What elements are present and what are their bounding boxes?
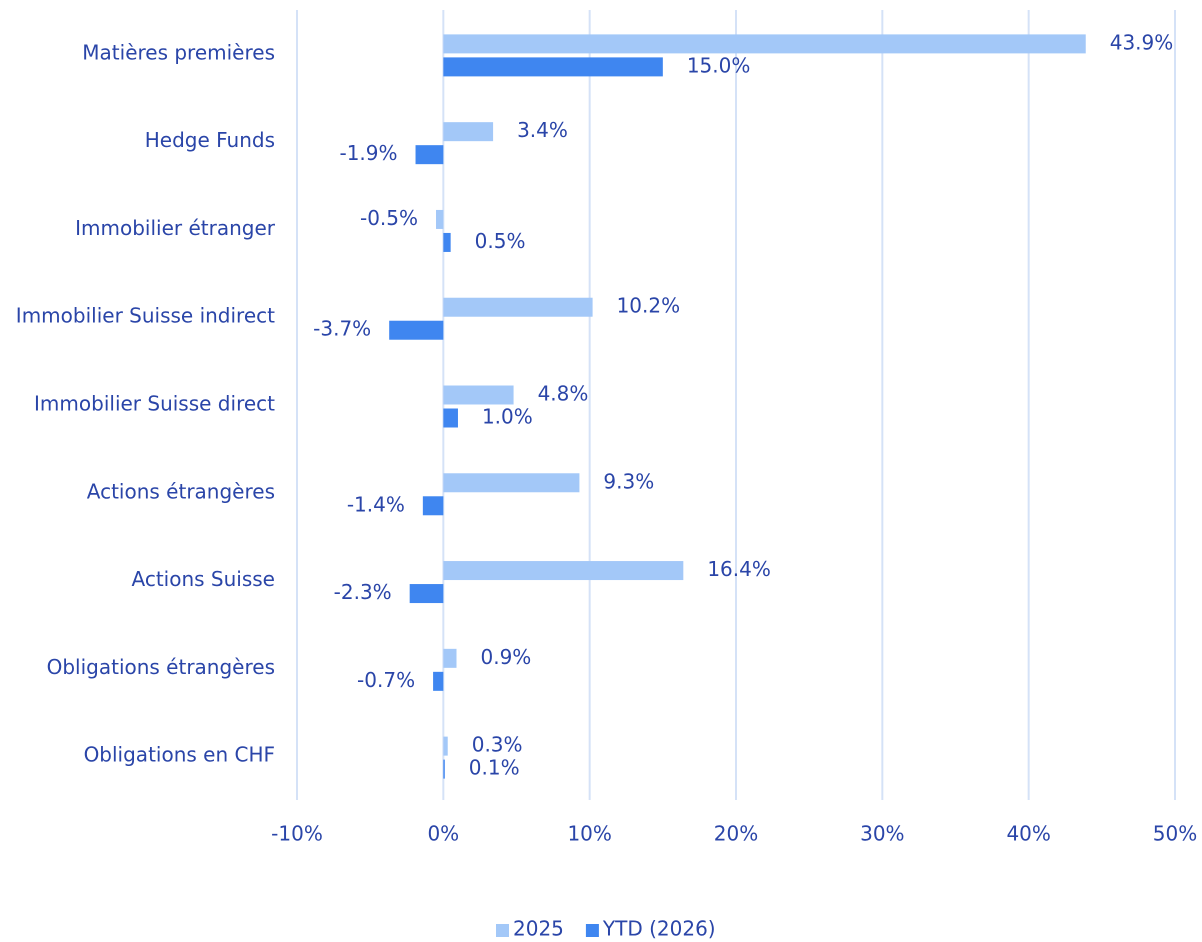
x-tick-label: 10% xyxy=(567,822,611,846)
bar xyxy=(443,648,457,668)
x-tick-label: 20% xyxy=(714,822,758,846)
x-tick-label: 40% xyxy=(1006,822,1050,846)
bar xyxy=(443,232,451,252)
legend-swatch xyxy=(585,924,599,937)
category-label: Obligations étrangères xyxy=(47,655,275,679)
x-tick-label: 0% xyxy=(427,822,459,846)
value-label: 3.4% xyxy=(517,118,568,142)
category-label: Immobilier étranger xyxy=(75,216,276,240)
category-label: Matières premières xyxy=(82,40,275,64)
x-tick-label: -10% xyxy=(271,822,323,846)
bar xyxy=(389,320,444,340)
bar xyxy=(443,297,593,317)
bar xyxy=(409,584,444,604)
legend-swatch xyxy=(496,924,509,937)
value-label: 16.4% xyxy=(707,557,771,581)
value-label: 43.9% xyxy=(1110,30,1174,54)
category-label: Actions étrangères xyxy=(87,479,275,503)
legend-label: YTD (2026) xyxy=(602,917,716,941)
category-label: Immobilier Suisse direct xyxy=(34,392,275,416)
bar xyxy=(443,34,1086,54)
x-tick-label: 30% xyxy=(860,822,904,846)
value-label: -1.4% xyxy=(347,492,405,516)
value-label: -1.9% xyxy=(339,141,397,165)
bar xyxy=(443,473,580,493)
bar xyxy=(443,385,514,405)
legend-label: 2025 xyxy=(513,917,564,941)
bar xyxy=(433,671,444,691)
value-label: -2.3% xyxy=(334,580,392,604)
value-label: -0.7% xyxy=(357,668,415,692)
x-tick-label: 50% xyxy=(1153,822,1197,846)
bar xyxy=(443,561,684,581)
bar xyxy=(415,145,444,165)
bar xyxy=(443,408,458,428)
value-label: 4.8% xyxy=(538,382,589,406)
category-label: Hedge Funds xyxy=(145,128,275,152)
category-label: Actions Suisse xyxy=(132,567,276,591)
value-label: 0.1% xyxy=(469,756,520,780)
value-label: 10.2% xyxy=(617,294,681,318)
bar xyxy=(443,57,663,77)
bar xyxy=(443,736,448,756)
value-label: 0.5% xyxy=(475,229,526,253)
value-label: 1.0% xyxy=(482,405,533,429)
bar xyxy=(443,759,445,779)
value-label: 0.9% xyxy=(481,645,532,669)
value-label: 15.0% xyxy=(687,53,751,77)
value-label: -3.7% xyxy=(313,317,371,341)
value-label: 0.3% xyxy=(472,733,523,757)
value-label: -0.5% xyxy=(360,206,418,230)
category-label: Obligations en CHF xyxy=(84,743,275,767)
bar xyxy=(436,209,444,229)
bar xyxy=(443,122,494,142)
category-label: Immobilier Suisse indirect xyxy=(16,304,275,328)
value-label: 9.3% xyxy=(603,469,654,493)
bar xyxy=(422,496,444,516)
